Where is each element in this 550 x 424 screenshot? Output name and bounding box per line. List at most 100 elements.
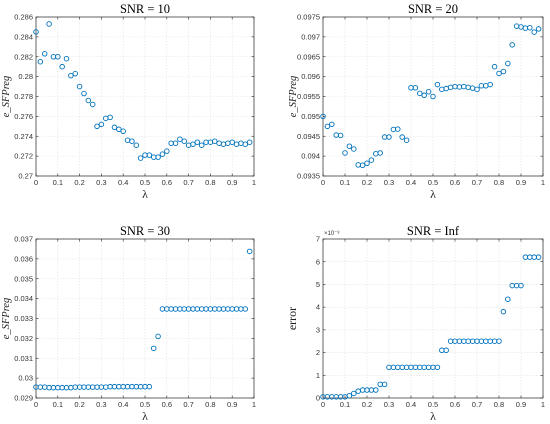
data-point xyxy=(220,306,227,312)
y-tick-label: 0.034 xyxy=(14,294,33,303)
data-point xyxy=(220,141,227,147)
series-markers xyxy=(320,254,542,400)
data-point xyxy=(89,101,96,108)
data-point xyxy=(329,394,335,400)
data-point xyxy=(89,384,96,390)
data-point xyxy=(111,383,118,390)
data-point xyxy=(373,150,379,157)
data-point xyxy=(439,347,445,354)
y-tick-label: 0.272 xyxy=(14,152,33,161)
data-point xyxy=(447,84,454,91)
data-point xyxy=(505,296,511,302)
y-tick-label: 0.035 xyxy=(14,274,33,283)
data-point xyxy=(68,384,74,391)
data-point xyxy=(164,148,170,154)
y-tick-label: 0.0955 xyxy=(297,92,320,101)
data-point xyxy=(355,162,361,168)
y-axis-label: e_SFPreg xyxy=(288,76,299,118)
data-point xyxy=(168,140,174,146)
data-point xyxy=(85,97,92,104)
y-tick-label: 6 xyxy=(316,257,320,266)
data-point xyxy=(72,384,78,390)
data-point xyxy=(172,306,179,312)
data-point xyxy=(487,338,493,344)
x-tick-label: 0.7 xyxy=(183,178,193,187)
data-point xyxy=(85,384,92,390)
data-point xyxy=(324,123,331,130)
data-point xyxy=(491,63,498,70)
x-tick-label: 0.2 xyxy=(362,178,372,187)
y-tick-label: 0 xyxy=(316,394,320,403)
x-tick-label: 0.4 xyxy=(118,400,128,409)
data-point xyxy=(172,140,179,146)
data-point xyxy=(487,81,493,88)
data-point xyxy=(129,383,135,390)
x-tick-label: 0.8 xyxy=(205,178,215,187)
x-tick-label: 0.5 xyxy=(140,178,150,187)
data-point xyxy=(390,126,397,133)
data-point xyxy=(443,85,449,92)
x-tick-label: 0.9 xyxy=(516,178,526,187)
data-point xyxy=(377,150,383,156)
x-tick-label: 0.4 xyxy=(406,400,416,409)
data-point xyxy=(225,306,231,312)
data-point xyxy=(177,306,183,312)
data-point xyxy=(146,152,153,158)
data-point xyxy=(417,364,423,371)
data-point xyxy=(469,338,476,344)
y-tick-label: 7 xyxy=(316,235,320,244)
data-point xyxy=(329,121,335,128)
data-point xyxy=(478,83,485,89)
data-point xyxy=(377,381,383,388)
series-markers xyxy=(33,248,253,391)
y-tick-label: 0.27 xyxy=(18,172,33,181)
y-tick-label: 0.286 xyxy=(14,13,33,22)
data-point xyxy=(203,139,209,145)
data-point xyxy=(41,51,48,57)
y-tick-label: 0.033 xyxy=(14,314,33,323)
x-tick-label: 0 xyxy=(34,178,38,187)
data-point xyxy=(403,364,410,371)
y-tick-label: 0.096 xyxy=(301,72,320,81)
x-axis-label: λ xyxy=(142,187,148,201)
y-tick-label: 2 xyxy=(316,348,320,357)
data-point xyxy=(395,364,401,371)
y-tick-label: 0.0965 xyxy=(297,52,320,61)
grid xyxy=(322,238,544,399)
x-tick-label: 0 xyxy=(34,400,38,409)
data-point xyxy=(76,83,83,90)
data-point xyxy=(198,142,205,148)
data-point xyxy=(37,58,44,65)
data-point xyxy=(386,134,392,140)
x-tick-label: 1 xyxy=(541,400,545,409)
y-axis-label: e_SFPreg xyxy=(1,298,12,340)
x-tick-label: 0.8 xyxy=(494,400,504,409)
x-tick-label: 0.2 xyxy=(74,400,84,409)
data-point xyxy=(474,86,480,93)
data-point xyxy=(72,70,78,77)
data-point xyxy=(333,132,339,138)
data-point xyxy=(337,132,344,139)
series-markers xyxy=(33,21,253,161)
data-point xyxy=(324,394,331,400)
x-tick-label: 1 xyxy=(252,178,256,187)
data-point xyxy=(399,134,405,140)
data-point xyxy=(522,25,529,31)
data-point xyxy=(94,123,100,130)
data-point xyxy=(412,85,419,91)
y-tick-label: 0.094 xyxy=(301,152,320,161)
x-tick-label: 0.3 xyxy=(96,400,106,409)
y-tick-label: 3 xyxy=(316,325,320,334)
data-point xyxy=(425,88,432,95)
y-axis-label: error xyxy=(285,307,299,330)
data-point xyxy=(478,338,485,344)
data-point xyxy=(535,254,542,260)
data-point xyxy=(37,384,44,390)
data-point xyxy=(421,92,427,99)
x-tick-label: 0.6 xyxy=(450,178,460,187)
x-tick-label: 0.2 xyxy=(362,400,372,409)
data-point xyxy=(137,383,144,390)
data-point xyxy=(527,24,533,31)
data-point xyxy=(124,137,131,143)
